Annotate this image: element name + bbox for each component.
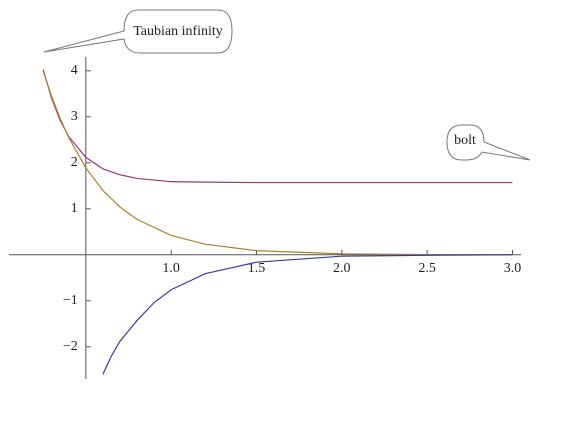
callout-bolt: bolt	[446, 124, 531, 161]
x-tick-label: 2.5	[418, 261, 436, 276]
y-tick-label: 2	[71, 155, 78, 170]
x-tick-label: 1.0	[162, 261, 180, 276]
y-tick-label: 1	[71, 201, 78, 216]
y-tick-label: 4	[71, 63, 78, 78]
x-tick-label: 1.5	[248, 261, 266, 276]
annotation: Taubian infinity	[133, 24, 223, 39]
y-tick-label: −1	[63, 293, 78, 308]
y-tick-label: −2	[63, 339, 78, 354]
line-series	[42, 70, 513, 256]
callout-shape	[43, 9, 233, 54]
x-tick-label: 2.0	[333, 261, 351, 276]
callout-taubian: Taubian infinity	[43, 9, 233, 54]
annotation: bolt	[454, 133, 476, 148]
line-series	[42, 69, 513, 184]
y-tick-label: 3	[71, 109, 78, 124]
callout-shape	[446, 124, 531, 161]
line-series	[102, 254, 513, 375]
x-tick-label: 3.0	[504, 261, 522, 276]
